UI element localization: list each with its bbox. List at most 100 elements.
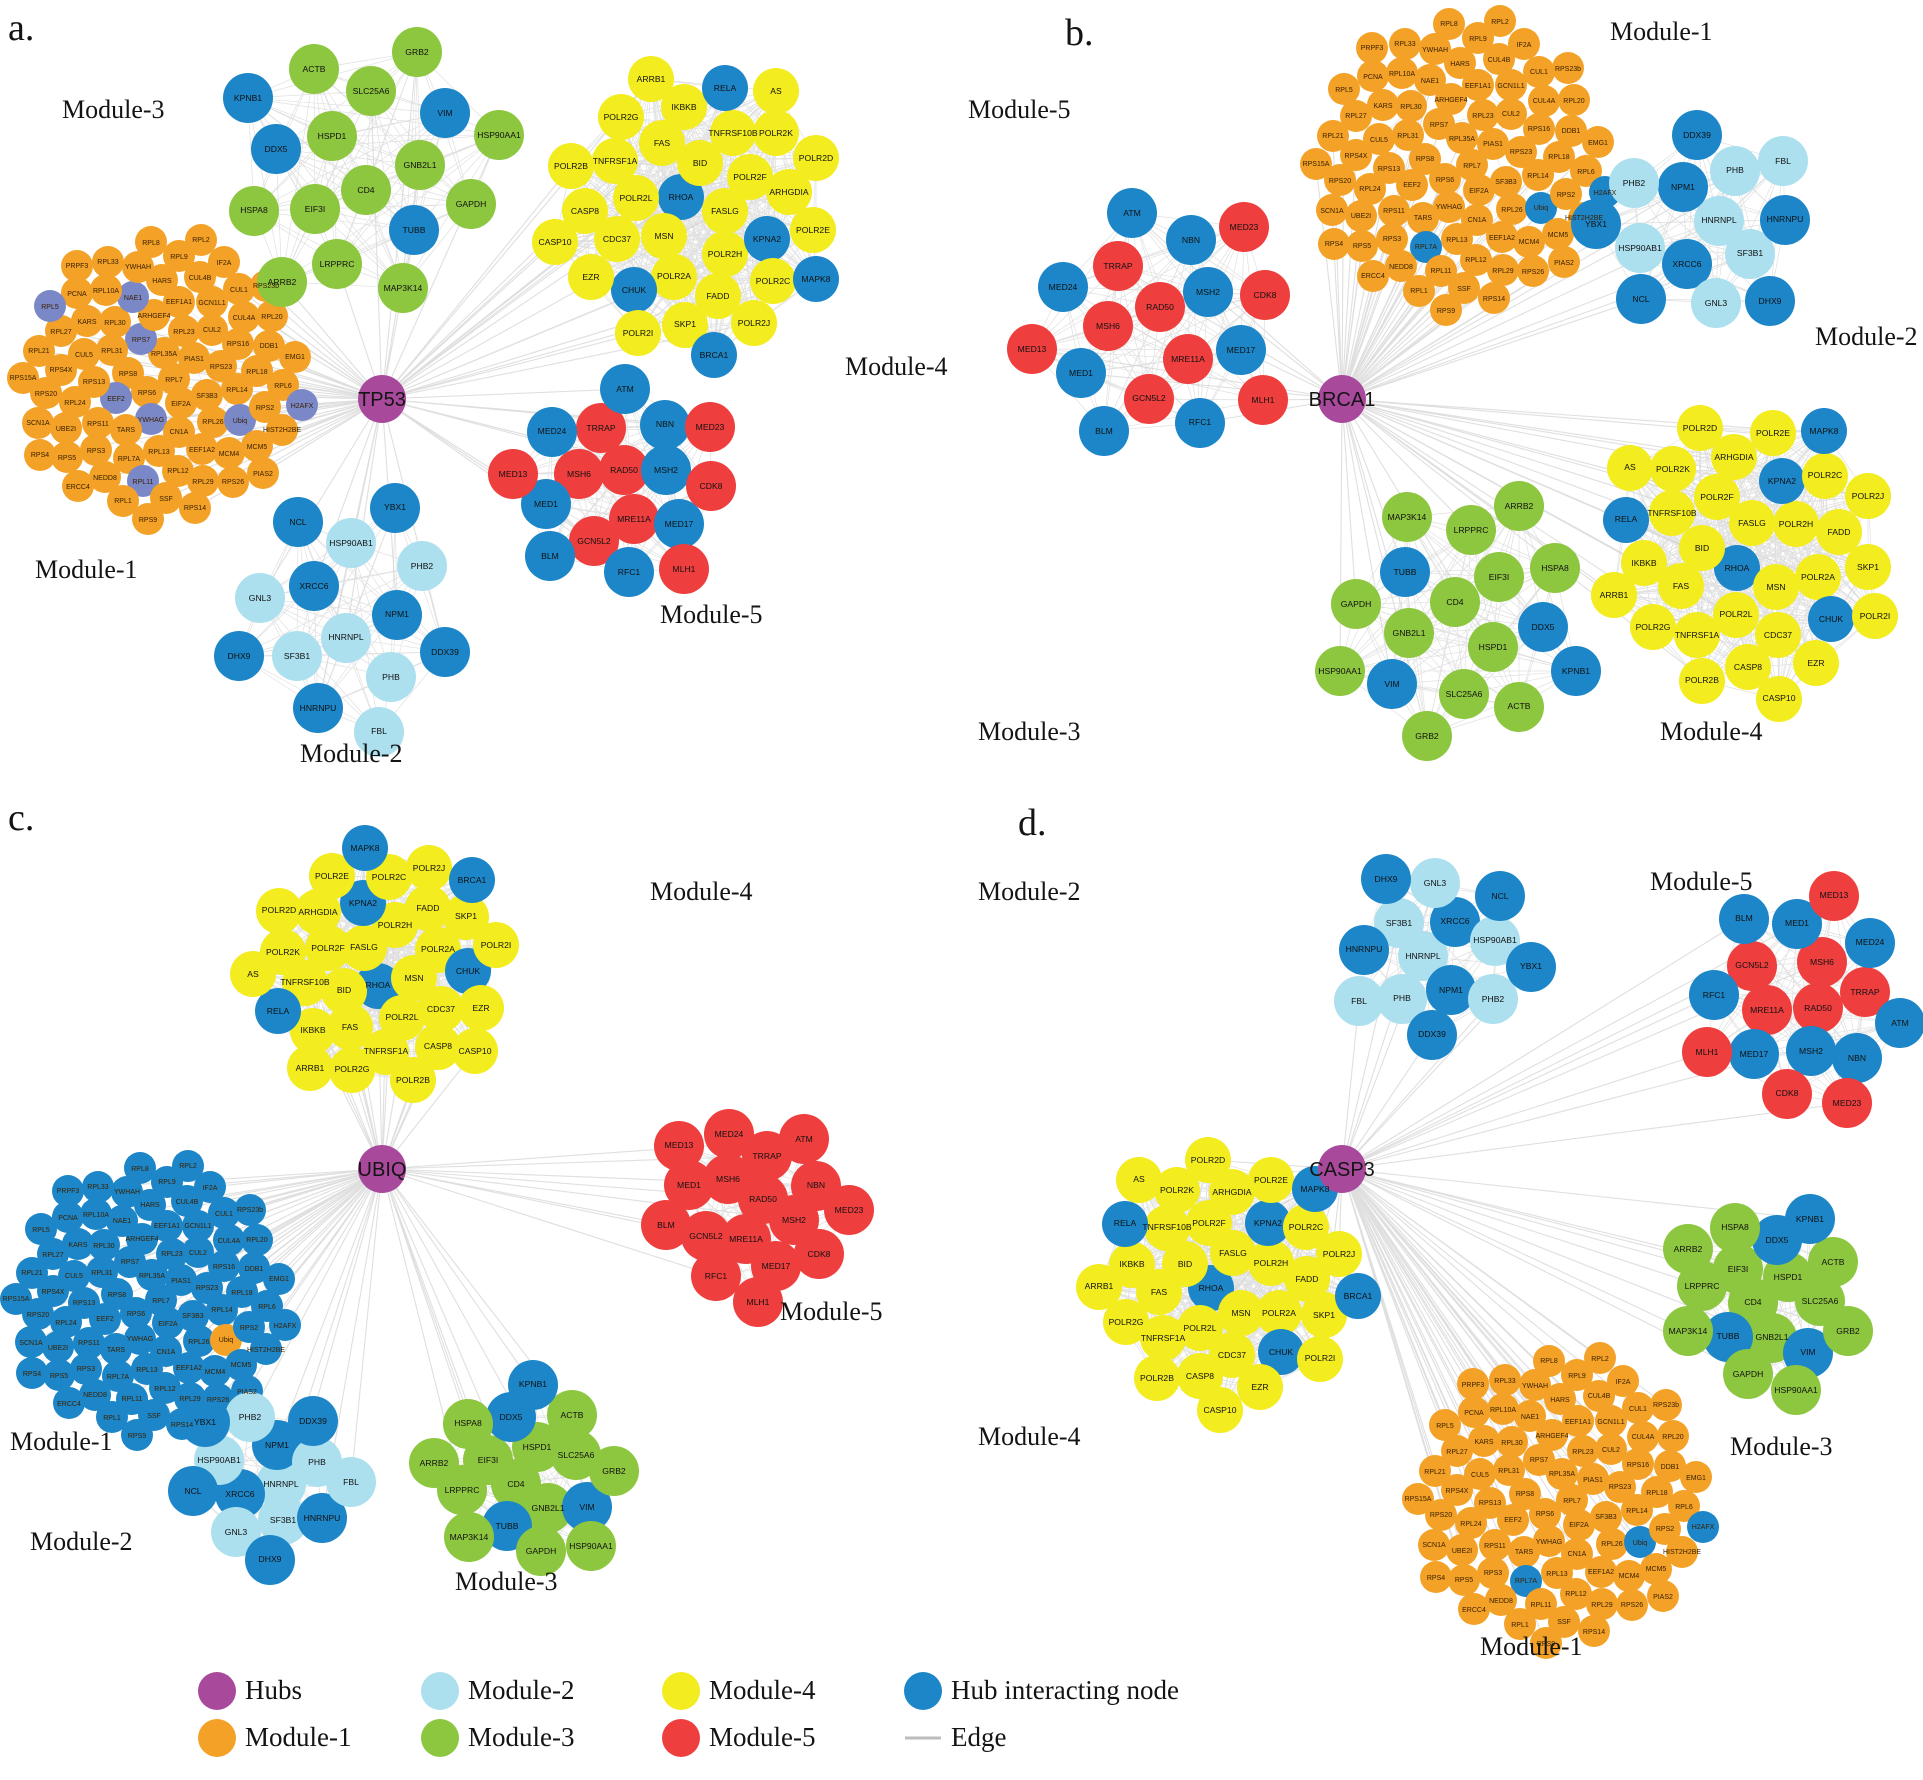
svg-text:PHB2: PHB2 bbox=[411, 561, 434, 571]
svg-text:POLR2K: POLR2K bbox=[266, 947, 300, 957]
svg-text:TARS: TARS bbox=[1515, 1549, 1533, 1556]
svg-text:EEF2: EEF2 bbox=[1403, 182, 1421, 189]
svg-text:RPL18: RPL18 bbox=[1548, 154, 1570, 161]
svg-text:NAE1: NAE1 bbox=[1421, 78, 1439, 85]
svg-text:RPL12: RPL12 bbox=[1565, 1591, 1587, 1598]
svg-text:MED24: MED24 bbox=[538, 426, 567, 436]
svg-text:RPL31: RPL31 bbox=[101, 348, 123, 355]
svg-text:RPS26: RPS26 bbox=[207, 1397, 229, 1404]
svg-text:RPL9: RPL9 bbox=[158, 1179, 176, 1186]
svg-text:NEDD8: NEDD8 bbox=[83, 1392, 107, 1399]
svg-text:SSF: SSF bbox=[1457, 286, 1471, 293]
svg-text:MCM5: MCM5 bbox=[247, 444, 268, 451]
svg-text:PIAS2: PIAS2 bbox=[253, 471, 273, 478]
svg-text:EMG1: EMG1 bbox=[285, 354, 305, 361]
svg-text:ATM: ATM bbox=[1123, 208, 1141, 218]
svg-text:Module-5: Module-5 bbox=[660, 600, 763, 629]
svg-text:CD4: CD4 bbox=[507, 1479, 524, 1489]
svg-text:GNL3: GNL3 bbox=[1424, 878, 1447, 888]
svg-text:RPL6: RPL6 bbox=[1675, 1504, 1693, 1511]
svg-text:RPL11: RPL11 bbox=[1531, 1602, 1552, 1609]
svg-text:PRPF3: PRPF3 bbox=[1361, 45, 1384, 52]
svg-text:RPL27: RPL27 bbox=[42, 1252, 64, 1259]
svg-text:IF2A: IF2A bbox=[217, 260, 232, 267]
svg-text:POLR2E: POLR2E bbox=[315, 871, 349, 881]
svg-text:RPL23: RPL23 bbox=[1472, 113, 1494, 120]
svg-text:GNL3: GNL3 bbox=[249, 593, 272, 603]
svg-text:POLR2H: POLR2H bbox=[1779, 519, 1813, 529]
svg-text:UBIQ: UBIQ bbox=[358, 1159, 407, 1181]
svg-text:PIAS1: PIAS1 bbox=[171, 1278, 191, 1285]
svg-text:CUL4A: CUL4A bbox=[1533, 98, 1556, 105]
svg-text:a.: a. bbox=[8, 7, 34, 49]
svg-text:RAD50: RAD50 bbox=[610, 465, 638, 475]
svg-text:GNB2L1: GNB2L1 bbox=[1756, 1332, 1789, 1342]
svg-text:CHUK: CHUK bbox=[456, 966, 481, 976]
svg-text:RPS16: RPS16 bbox=[213, 1264, 235, 1271]
svg-text:BRCA1: BRCA1 bbox=[1309, 389, 1376, 411]
svg-text:MED1: MED1 bbox=[534, 499, 558, 509]
svg-text:XRCC6: XRCC6 bbox=[1440, 916, 1469, 926]
svg-text:EIF3I: EIF3I bbox=[1489, 572, 1510, 582]
svg-text:CASP10: CASP10 bbox=[1763, 693, 1796, 703]
svg-text:MED17: MED17 bbox=[1740, 1049, 1769, 1059]
svg-text:MED13: MED13 bbox=[665, 1140, 694, 1150]
svg-text:UBE2I: UBE2I bbox=[1452, 1548, 1472, 1555]
svg-text:POLR2I: POLR2I bbox=[1305, 1353, 1336, 1363]
svg-text:RPL6: RPL6 bbox=[274, 383, 292, 390]
svg-text:CHUK: CHUK bbox=[1819, 614, 1844, 624]
svg-text:HSP90AA1: HSP90AA1 bbox=[569, 1541, 613, 1551]
svg-text:HSP90AA1: HSP90AA1 bbox=[1774, 1385, 1818, 1395]
svg-text:RPS9: RPS9 bbox=[139, 517, 157, 524]
svg-text:POLR2K: POLR2K bbox=[1656, 464, 1690, 474]
svg-text:POLR2J: POLR2J bbox=[1852, 491, 1884, 501]
svg-text:HNRNPU: HNRNPU bbox=[300, 703, 337, 713]
svg-text:EMG1: EMG1 bbox=[1588, 140, 1608, 147]
svg-text:SF3B3: SF3B3 bbox=[1595, 1514, 1617, 1521]
svg-text:RELA: RELA bbox=[267, 1006, 290, 1016]
svg-text:RHOA: RHOA bbox=[1199, 1283, 1224, 1293]
svg-text:TUBB: TUBB bbox=[496, 1521, 519, 1531]
svg-text:ERCC4: ERCC4 bbox=[1462, 1607, 1486, 1614]
svg-text:DDB1: DDB1 bbox=[260, 343, 279, 350]
svg-text:RPL24: RPL24 bbox=[1460, 1521, 1482, 1528]
svg-text:d.: d. bbox=[1018, 802, 1047, 844]
svg-text:RPL23: RPL23 bbox=[1572, 1449, 1594, 1456]
svg-text:MCM4: MCM4 bbox=[205, 1369, 226, 1376]
svg-text:GNB2L1: GNB2L1 bbox=[1393, 628, 1426, 638]
svg-text:RPL23: RPL23 bbox=[161, 1251, 183, 1258]
svg-text:HNRNPU: HNRNPU bbox=[1767, 214, 1804, 224]
svg-text:TARS: TARS bbox=[1414, 215, 1432, 222]
svg-text:RPL7A: RPL7A bbox=[107, 1374, 130, 1381]
svg-text:RPS6: RPS6 bbox=[127, 1311, 145, 1318]
svg-text:Module-1: Module-1 bbox=[1480, 1632, 1583, 1661]
svg-text:Module-4: Module-4 bbox=[650, 877, 753, 906]
svg-text:POLR2H: POLR2H bbox=[1254, 1258, 1288, 1268]
svg-text:POLR2G: POLR2G bbox=[335, 1064, 370, 1074]
svg-text:BRCA1: BRCA1 bbox=[458, 875, 487, 885]
svg-text:RPL31: RPL31 bbox=[1498, 1468, 1520, 1475]
svg-text:FBL: FBL bbox=[1775, 156, 1791, 166]
svg-text:MSH6: MSH6 bbox=[1096, 321, 1120, 331]
svg-text:RPL2: RPL2 bbox=[179, 1163, 197, 1170]
svg-text:NCL: NCL bbox=[1632, 294, 1649, 304]
svg-text:CUL5: CUL5 bbox=[1471, 1472, 1489, 1479]
svg-text:POLR2J: POLR2J bbox=[1323, 1249, 1355, 1259]
svg-text:RPS23b: RPS23b bbox=[1653, 1402, 1679, 1409]
svg-text:RPS11: RPS11 bbox=[78, 1340, 100, 1347]
svg-text:RPS23: RPS23 bbox=[210, 364, 232, 371]
svg-text:SKP1: SKP1 bbox=[1857, 562, 1879, 572]
svg-text:Module-5: Module-5 bbox=[780, 1297, 883, 1326]
svg-text:TUBB: TUBB bbox=[403, 225, 426, 235]
svg-text:Module-2: Module-2 bbox=[300, 739, 403, 768]
svg-text:Module-2: Module-2 bbox=[1815, 322, 1918, 351]
svg-text:RPL21: RPL21 bbox=[28, 348, 50, 355]
svg-text:EZR: EZR bbox=[1807, 658, 1824, 668]
svg-text:MCM5: MCM5 bbox=[231, 1362, 252, 1369]
svg-text:POLR2I: POLR2I bbox=[481, 940, 512, 950]
svg-text:POLR2H: POLR2H bbox=[378, 920, 412, 930]
svg-text:PCNA: PCNA bbox=[1363, 74, 1383, 81]
svg-text:POLR2G: POLR2G bbox=[1109, 1317, 1144, 1327]
svg-text:RPS8: RPS8 bbox=[119, 371, 137, 378]
svg-text:RPS14: RPS14 bbox=[1483, 296, 1505, 303]
